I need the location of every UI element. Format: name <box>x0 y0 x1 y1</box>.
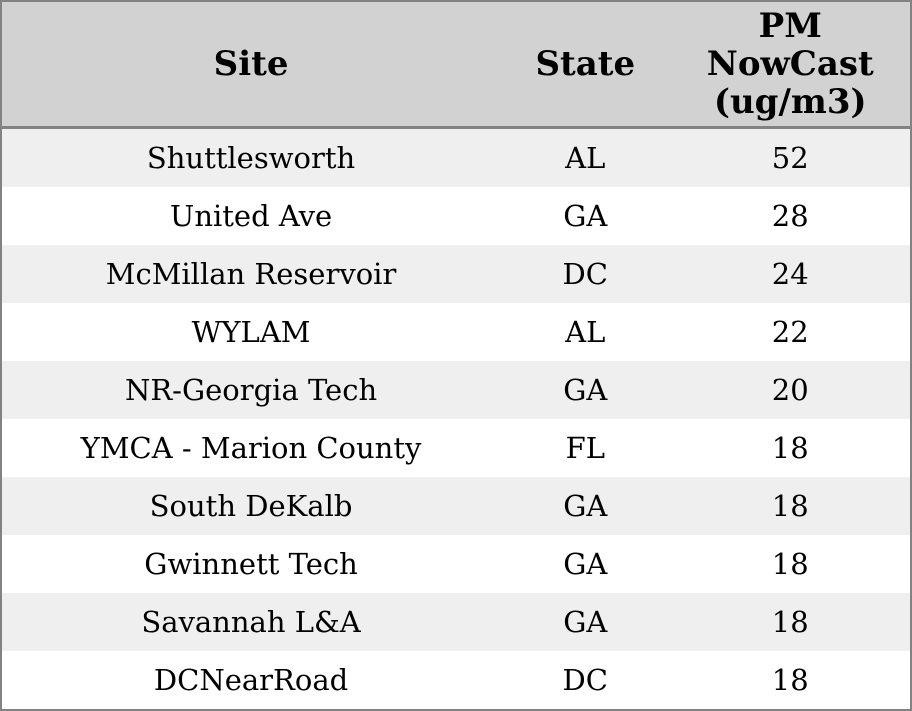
table-row: United Ave GA 28 <box>1 187 911 245</box>
site-cell: YMCA - Marion County <box>80 431 422 465</box>
pm-cell: 18 <box>771 605 809 639</box>
table-row: South DeKalb GA 18 <box>1 477 911 535</box>
column-header-site: Site <box>1 1 501 129</box>
site-cell: Savannah L&A <box>141 605 361 639</box>
pm-cell: 18 <box>771 489 809 523</box>
state-cell: AL <box>565 315 606 349</box>
table-row: YMCA - Marion County FL 18 <box>1 419 911 477</box>
pm-cell: 22 <box>771 315 809 349</box>
pm-cell: 18 <box>771 663 809 697</box>
site-cell: Gwinnett Tech <box>144 547 358 581</box>
table-row: Gwinnett Tech GA 18 <box>1 535 911 593</box>
site-cell: DCNearRoad <box>153 663 349 697</box>
table-row: Shuttlesworth AL 52 <box>1 127 911 187</box>
pm-cell: 18 <box>771 431 809 465</box>
table-row: WYLAM AL 22 <box>1 303 911 361</box>
pm-cell: 20 <box>771 373 809 407</box>
site-cell: Shuttlesworth <box>146 141 356 175</box>
column-header-state: State <box>500 1 671 129</box>
header-row: Site State PM NowCast (ug/m3) <box>1 1 911 129</box>
table-header: Site State PM NowCast (ug/m3) <box>1 1 911 129</box>
site-cell: McMillan Reservoir <box>105 257 397 291</box>
column-header-pm-nowcast: PM NowCast (ug/m3) <box>670 1 911 129</box>
pm-cell: 24 <box>771 257 809 291</box>
site-cell: WYLAM <box>191 315 311 349</box>
site-cell: United Ave <box>169 199 333 233</box>
pm-cell: 18 <box>771 547 809 581</box>
table-row: DCNearRoad DC 18 <box>1 651 911 710</box>
table-row: NR-Georgia Tech GA 20 <box>1 361 911 419</box>
state-cell: FL <box>565 431 605 465</box>
state-cell: DC <box>562 663 608 697</box>
state-cell: GA <box>563 199 608 233</box>
table-body: Shuttlesworth AL 52 United Ave GA 28 McM… <box>1 127 911 710</box>
state-cell: GA <box>563 489 608 523</box>
state-cell: GA <box>563 547 608 581</box>
state-cell: DC <box>562 257 608 291</box>
table-row: Savannah L&A GA 18 <box>1 593 911 651</box>
pm-cell: 28 <box>771 199 809 233</box>
state-cell: GA <box>563 373 608 407</box>
state-cell: GA <box>563 605 608 639</box>
site-cell: South DeKalb <box>149 489 353 523</box>
site-cell: NR-Georgia Tech <box>124 373 378 407</box>
table-row: McMillan Reservoir DC 24 <box>1 245 911 303</box>
pm-cell: 52 <box>771 141 809 175</box>
state-cell: AL <box>565 141 606 175</box>
